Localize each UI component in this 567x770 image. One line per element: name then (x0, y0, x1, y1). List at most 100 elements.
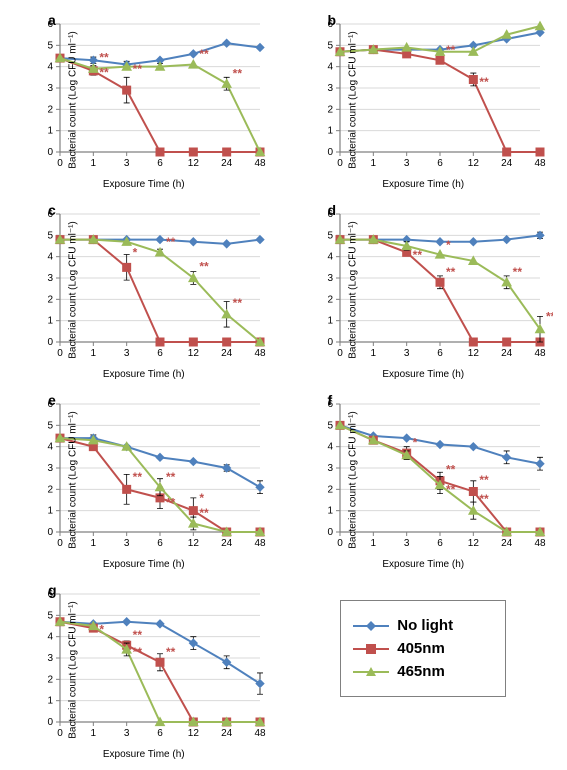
y-axis-label: Bacterial count (Log CFU ml⁻¹) (67, 411, 78, 549)
svg-text:5: 5 (47, 420, 53, 431)
svg-text:48: 48 (534, 538, 546, 549)
svg-text:1: 1 (327, 126, 333, 137)
svg-text:5: 5 (47, 40, 53, 51)
figure-grid: 01234560136122448**********aBacterial co… (0, 0, 567, 770)
svg-text:6: 6 (157, 348, 163, 359)
svg-text:3: 3 (327, 273, 333, 284)
svg-text:12: 12 (188, 348, 200, 359)
svg-text:3: 3 (327, 83, 333, 94)
panel-label: e (48, 392, 56, 408)
svg-text:**: ** (133, 645, 143, 659)
panel-g: 01234560136122448*******gBacterial count… (8, 580, 280, 760)
svg-text:6: 6 (157, 728, 163, 739)
legend-label: 465nm (397, 663, 445, 680)
svg-text:24: 24 (501, 158, 513, 169)
svg-text:4: 4 (327, 442, 333, 453)
svg-text:24: 24 (221, 158, 233, 169)
svg-text:**: ** (166, 495, 176, 509)
svg-text:4: 4 (47, 252, 53, 263)
svg-text:6: 6 (437, 538, 443, 549)
y-axis-label: Bacterial count (Log CFU ml⁻¹) (67, 601, 78, 739)
svg-text:5: 5 (327, 230, 333, 241)
svg-text:1: 1 (91, 538, 97, 549)
chart-svg: 01234560136122448********* (288, 200, 553, 375)
svg-text:**: ** (512, 265, 522, 279)
y-axis-label: Bacterial count (Log CFU ml⁻¹) (67, 31, 78, 169)
y-axis-label: Bacterial count (Log CFU ml⁻¹) (347, 411, 358, 549)
svg-text:48: 48 (254, 348, 266, 359)
svg-text:12: 12 (188, 538, 200, 549)
svg-text:1: 1 (327, 506, 333, 517)
svg-text:**: ** (446, 462, 456, 476)
svg-text:**: ** (479, 492, 489, 506)
svg-text:0: 0 (57, 538, 63, 549)
svg-text:0: 0 (47, 527, 53, 538)
svg-text:3: 3 (47, 273, 53, 284)
svg-text:6: 6 (437, 158, 443, 169)
svg-text:3: 3 (124, 348, 130, 359)
chart-svg: 01234560136122448**** (288, 10, 553, 185)
chart-svg: 01234560136122448******* (8, 580, 273, 755)
svg-text:**: ** (199, 260, 209, 274)
panel-label: c (48, 202, 56, 218)
svg-text:24: 24 (221, 538, 233, 549)
y-axis-label: Bacterial count (Log CFU ml⁻¹) (347, 221, 358, 359)
svg-text:3: 3 (47, 83, 53, 94)
svg-text:1: 1 (370, 538, 376, 549)
panel-c: 01234560136122448*******cBacterial count… (8, 200, 280, 380)
svg-text:5: 5 (47, 230, 53, 241)
svg-text:24: 24 (221, 728, 233, 739)
y-axis-label: Bacterial count (Log CFU ml⁻¹) (67, 221, 78, 359)
svg-text:0: 0 (57, 728, 63, 739)
svg-text:1: 1 (47, 696, 53, 707)
panel-e: 01234560136122448*********eBacterial cou… (8, 390, 280, 570)
svg-text:**: ** (133, 470, 143, 484)
panel-b: 01234560136122448****bBacterial count (L… (288, 10, 560, 190)
svg-text:2: 2 (327, 104, 333, 115)
chart-svg: 01234560136122448********* (8, 390, 273, 565)
chart-svg: 01234560136122448******* (8, 200, 273, 375)
svg-text:**: ** (233, 66, 243, 80)
svg-text:1: 1 (91, 728, 97, 739)
svg-text:**: ** (199, 506, 209, 520)
svg-text:**: ** (166, 235, 176, 249)
svg-text:5: 5 (47, 610, 53, 621)
legend-swatch (353, 619, 389, 633)
svg-text:0: 0 (327, 147, 333, 158)
svg-text:0: 0 (47, 147, 53, 158)
svg-text:3: 3 (403, 158, 409, 169)
legend-label: 405nm (397, 640, 445, 657)
svg-text:4: 4 (47, 442, 53, 453)
svg-text:3: 3 (124, 158, 130, 169)
panel-label: g (48, 582, 57, 598)
svg-text:**: ** (446, 265, 456, 279)
svg-text:1: 1 (47, 126, 53, 137)
panel-label: b (328, 12, 337, 28)
legend-label: No light (397, 617, 453, 634)
legend-box: No light 405nm 465nm (340, 600, 506, 697)
svg-text:**: ** (446, 483, 456, 497)
svg-text:12: 12 (467, 348, 479, 359)
svg-text:1: 1 (327, 316, 333, 327)
svg-text:**: ** (99, 65, 109, 79)
svg-text:**: ** (446, 43, 456, 57)
svg-text:3: 3 (47, 463, 53, 474)
svg-text:**: ** (133, 62, 143, 76)
svg-text:24: 24 (221, 348, 233, 359)
panel-label: f (328, 392, 333, 408)
svg-text:12: 12 (467, 158, 479, 169)
svg-text:6: 6 (437, 348, 443, 359)
legend-item-nm405: 405nm (353, 640, 493, 657)
svg-text:3: 3 (403, 538, 409, 549)
svg-text:12: 12 (467, 538, 479, 549)
panel-a: 01234560136122448**********aBacterial co… (8, 10, 280, 190)
legend-swatch (353, 642, 389, 656)
panel-d: 01234560136122448*********dBacterial cou… (288, 200, 560, 380)
panel-f: 01234560136122448*********fBacterial cou… (288, 390, 560, 570)
svg-text:24: 24 (501, 348, 513, 359)
svg-text:*: * (412, 436, 417, 450)
y-axis-label: Bacterial count (Log CFU ml⁻¹) (347, 31, 358, 169)
svg-text:**: ** (199, 47, 209, 61)
svg-text:1: 1 (91, 348, 97, 359)
svg-text:0: 0 (57, 158, 63, 169)
